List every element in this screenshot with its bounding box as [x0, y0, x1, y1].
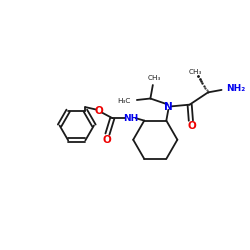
Text: CH₃: CH₃ [147, 75, 161, 81]
Text: N: N [164, 102, 173, 112]
Text: NH: NH [123, 114, 138, 123]
Text: O: O [102, 135, 111, 145]
Text: O: O [94, 106, 103, 116]
Text: NH₂: NH₂ [226, 84, 246, 93]
Text: H₃C: H₃C [117, 98, 131, 104]
Text: O: O [188, 120, 196, 130]
Text: CH₃: CH₃ [189, 68, 202, 74]
